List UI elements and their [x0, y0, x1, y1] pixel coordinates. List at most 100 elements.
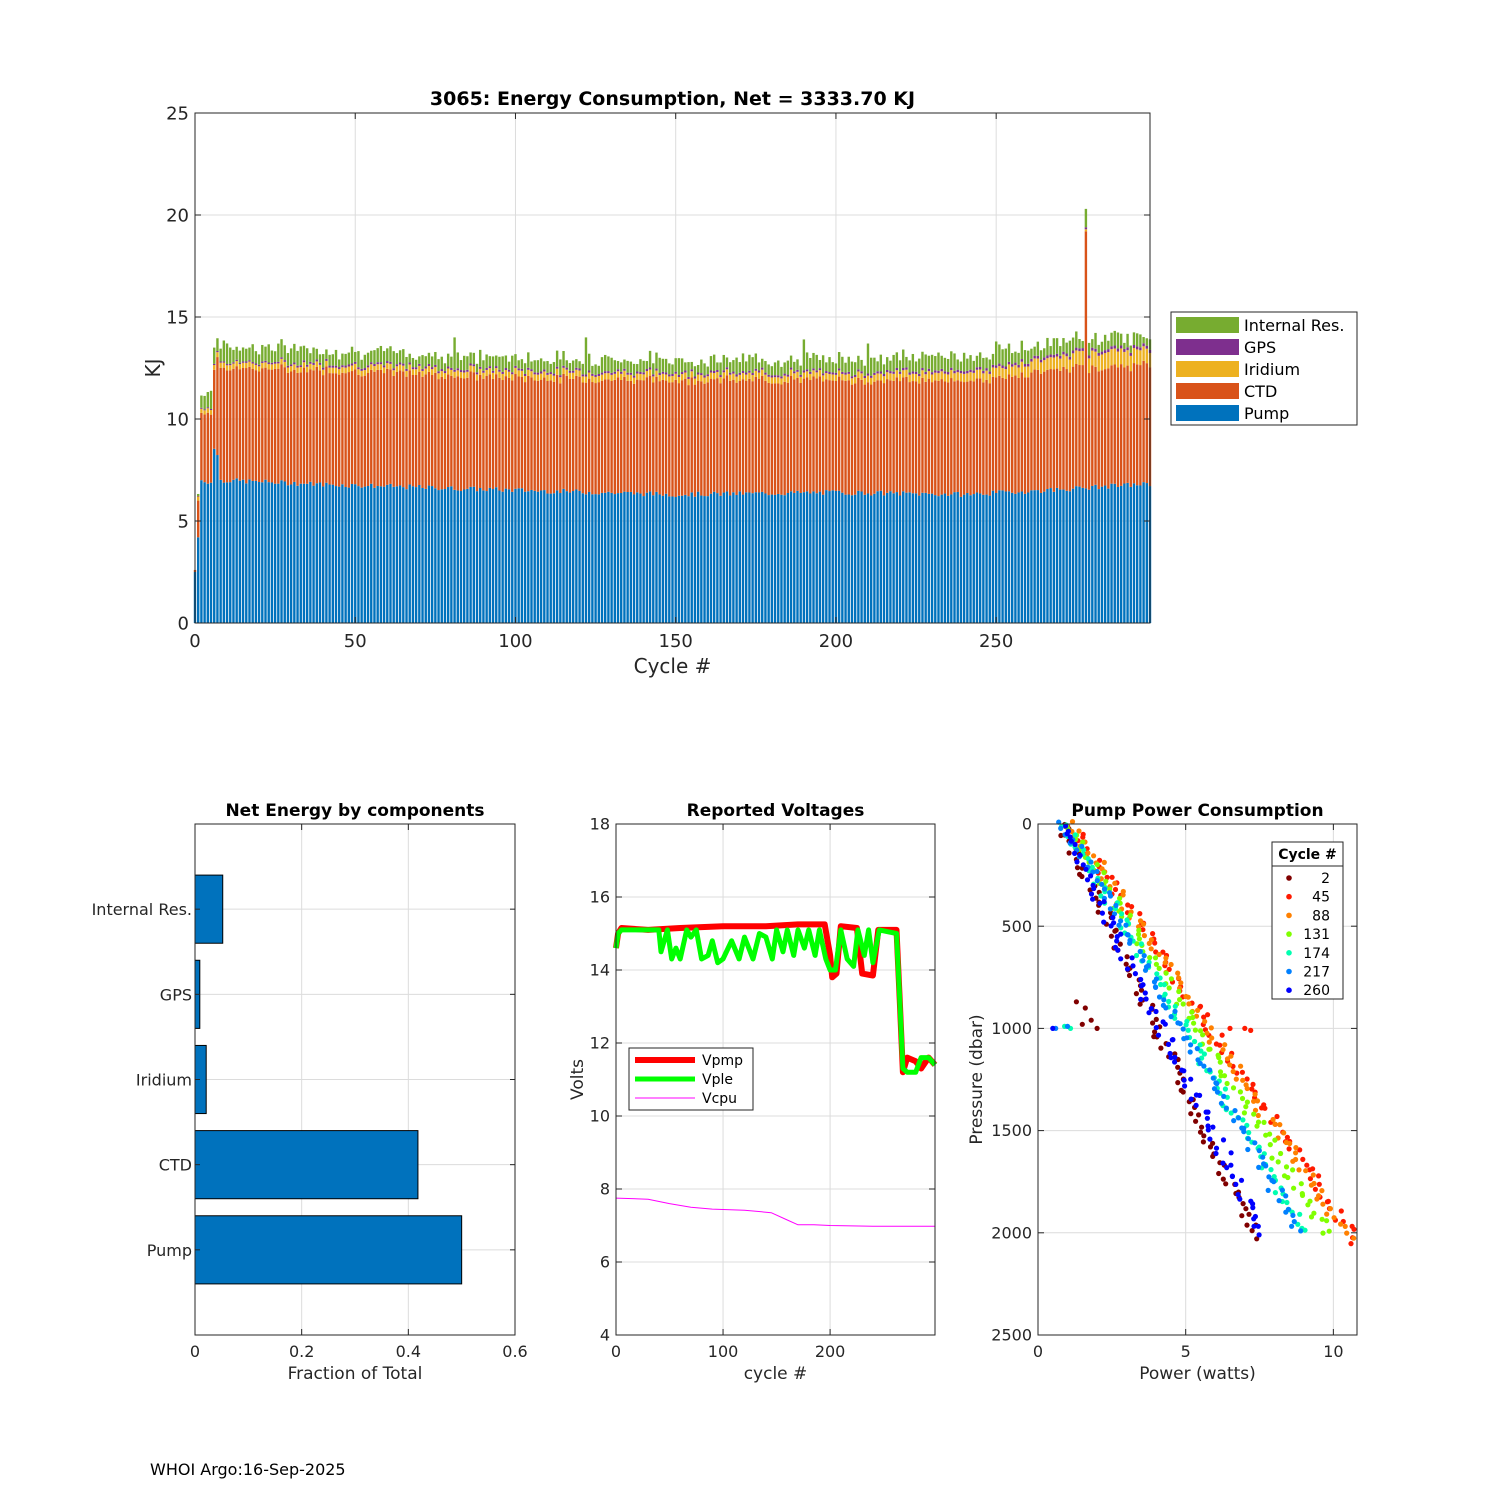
energy-bar-iridium — [632, 377, 636, 384]
energy-bar-internal — [1126, 333, 1129, 348]
energy-bar-gps — [366, 365, 370, 368]
energy-bar-internal — [1075, 331, 1078, 348]
energy-bar-pump — [286, 485, 290, 623]
energy-bar-iridium — [994, 367, 998, 378]
energy-bar-ctd — [395, 371, 399, 487]
energy-bar-pump — [690, 492, 693, 623]
energy-bar-pump — [501, 491, 504, 623]
energy-bar-pump — [273, 483, 277, 623]
energy-bar-ctd — [748, 378, 751, 493]
energy-bar-ctd — [575, 375, 578, 490]
energy-bar-gps — [607, 371, 610, 374]
pump-point-cycle-174 — [1197, 1042, 1203, 1048]
pump-point-cycle-88 — [1324, 1211, 1330, 1217]
pump-point-cycle-88 — [1202, 1018, 1208, 1025]
energy-bar-ctd — [876, 380, 879, 492]
energy-bar-internal — [639, 359, 642, 372]
energy-bar-internal — [799, 365, 802, 375]
energy-bar-internal — [501, 356, 504, 372]
energy-bar-gps — [216, 350, 219, 353]
energy-bar-pump — [479, 488, 482, 623]
energy-bar-iridium — [302, 362, 306, 368]
pump-point-cycle-217 — [1079, 843, 1085, 850]
energy-bar-gps — [991, 364, 995, 368]
pump-point-cycle-217 — [1197, 1060, 1203, 1066]
pump-point-cycle-131 — [1197, 1028, 1204, 1034]
energy-bar-gps — [1087, 355, 1091, 359]
energy-bar-ctd — [257, 371, 261, 482]
energy-ylabel: KJ — [141, 358, 165, 377]
energy-bar-iridium — [898, 373, 902, 382]
energy-bar-gps — [934, 370, 937, 373]
energy-bar-pump — [1007, 491, 1011, 623]
energy-bar-gps — [677, 374, 681, 377]
voltages-line-vcpu — [615, 1197, 935, 1227]
energy-bar-internal — [793, 361, 796, 372]
energy-bar-ctd — [546, 381, 549, 494]
energy-bar-gps — [488, 366, 492, 369]
energy-bar-iridium — [1103, 353, 1107, 370]
energy-bar-internal — [286, 353, 290, 366]
energy-bar-gps — [427, 363, 431, 367]
energy-bar-ctd — [600, 380, 604, 493]
energy-bar-gps — [1010, 364, 1014, 367]
energy-bar-internal — [828, 357, 831, 372]
energy-bar-internal — [677, 358, 681, 375]
energy-bar-internal — [866, 343, 870, 374]
energy-bar-gps — [1055, 353, 1059, 357]
energy-bar-iridium — [559, 377, 562, 384]
energy-bar-ctd — [325, 366, 328, 483]
energy-bar-iridium — [825, 373, 828, 380]
energy-bar-pump — [571, 491, 575, 623]
components-bar — [194, 1130, 419, 1200]
energy-bar-ctd — [1017, 377, 1020, 493]
energy-bar-internal — [197, 493, 200, 497]
energy-bar-pump — [546, 493, 549, 623]
energy-legend-label: Internal Res. — [1244, 316, 1344, 335]
energy-bar-gps — [953, 370, 956, 374]
energy-bar-gps — [225, 364, 229, 366]
energy-bar-internal — [1087, 342, 1091, 356]
energy-bar-iridium — [373, 366, 376, 372]
energy-bar-gps — [741, 371, 745, 374]
pump-point-cycle-260 — [1213, 1145, 1220, 1151]
energy-bar-internal — [921, 351, 924, 368]
energy-bar-pump — [389, 483, 392, 623]
pump-point-cycle-260 — [1224, 1165, 1230, 1171]
energy-bar-iridium — [398, 364, 402, 371]
pump-point-cycle-217 — [1118, 918, 1124, 924]
energy-bar-ctd — [934, 380, 937, 496]
energy-bar-pump — [716, 493, 719, 623]
pump-point-cycle-260 — [1074, 859, 1080, 865]
energy-bar-ctd — [793, 379, 796, 493]
energy-bar-gps — [738, 372, 742, 375]
energy-bar-pump — [732, 492, 735, 623]
energy-bar-internal — [924, 354, 927, 372]
pump-point-cycle-217 — [1156, 994, 1163, 1000]
energy-bar-pump — [988, 495, 991, 623]
pump-point-cycle-217 — [1116, 922, 1122, 928]
energy-bar-iridium — [1030, 361, 1033, 373]
pump-point-cycle-260 — [1138, 976, 1144, 983]
energy-bar-internal — [1097, 344, 1100, 353]
pump-point-cycle-260 — [1213, 1150, 1219, 1157]
energy-bar-iridium — [674, 373, 677, 380]
pump-point-cycle-217 — [1241, 1129, 1247, 1135]
pump-point-cycle-217 — [1276, 1198, 1282, 1204]
energy-bar-ctd — [799, 382, 802, 493]
pump-point-cycle-174 — [1072, 832, 1078, 838]
energy-bar-internal — [642, 360, 645, 373]
energy-bar-internal — [1065, 342, 1068, 354]
energy-bar-gps — [1084, 227, 1088, 230]
energy-bar-iridium — [985, 370, 988, 380]
pump-point-cycle-131 — [1152, 955, 1159, 961]
energy-bar-pump — [1046, 488, 1049, 623]
pump-point-cycle-217 — [1094, 878, 1100, 884]
pump-point-cycle-260 — [1148, 1005, 1154, 1012]
energy-bar-ctd — [597, 382, 600, 495]
energy-bar-iridium — [485, 369, 488, 376]
energy-bar-internal — [331, 354, 335, 366]
energy-bar-internal — [344, 353, 347, 366]
energy-bar-iridium — [575, 369, 578, 376]
energy-bar-ctd — [1059, 370, 1062, 490]
